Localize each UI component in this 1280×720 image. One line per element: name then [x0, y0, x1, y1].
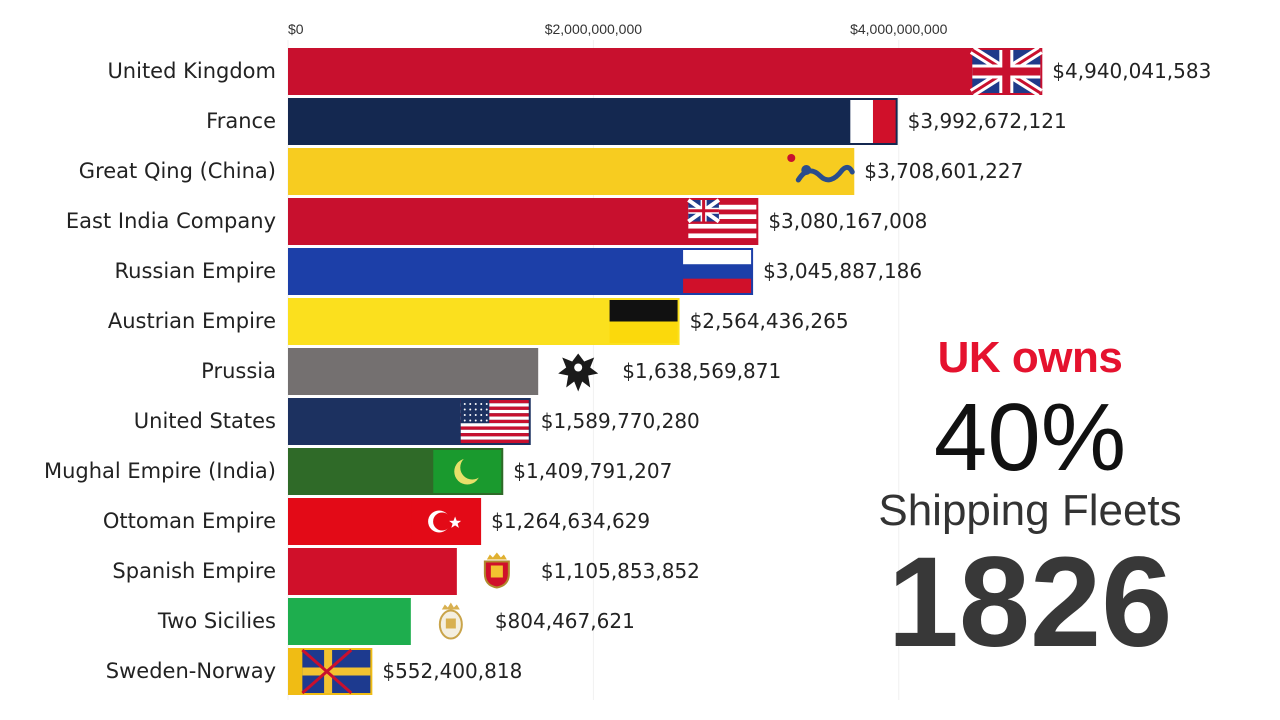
spanish-coat-of-arms-icon — [483, 552, 510, 589]
bar-11 — [288, 548, 457, 595]
category-label: Great Qing (China) — [79, 159, 276, 183]
us-flag-icon — [460, 400, 529, 443]
bar-2 — [288, 98, 898, 145]
category-label: Ottoman Empire — [103, 509, 276, 533]
russian-flag-icon — [683, 250, 752, 293]
qing-dragon-flag-icon — [784, 150, 855, 193]
category-label: Spanish Empire — [112, 559, 276, 583]
bar-7 — [288, 348, 539, 395]
category-label: Austrian Empire — [108, 309, 276, 333]
category-label: Mughal Empire (India) — [44, 459, 276, 483]
value-label: $3,708,601,227 — [864, 159, 1023, 183]
prussian-eagle-flag-icon — [558, 353, 599, 392]
value-label: $2,564,436,265 — [690, 309, 849, 333]
bar-1 — [288, 48, 1043, 95]
annotation-panel: UK owns 40% Shipping Fleets 1826 — [850, 330, 1210, 668]
east-india-company-flag-icon — [687, 198, 757, 243]
value-label: $804,467,621 — [495, 609, 635, 633]
austrian-flag-icon — [609, 300, 678, 343]
category-label: France — [206, 109, 276, 133]
category-label: Two Sicilies — [157, 609, 276, 633]
x-axis-ticks: $0 $2,000,000,000 $4,000,000,000 — [288, 21, 948, 37]
flags — [301, 46, 1043, 695]
french-tricolour-flag-icon — [827, 100, 896, 143]
bar-12 — [288, 598, 411, 645]
bar-3 — [288, 148, 855, 195]
value-label: $1,105,853,852 — [541, 559, 700, 583]
union-jack-flag-icon — [969, 46, 1043, 97]
bar-5 — [288, 248, 754, 295]
labels: United Kingdom $4,940,041,583 France $3,992… — [44, 59, 1211, 683]
headline: UK owns — [937, 333, 1123, 382]
share-percent: 40% — [933, 384, 1127, 491]
ottoman-crescent-flag-icon — [411, 500, 480, 543]
value-label: $4,940,041,583 — [1052, 59, 1211, 83]
value-label: $3,992,672,121 — [908, 109, 1067, 133]
value-label: $1,409,791,207 — [513, 459, 672, 483]
value-label: $552,400,818 — [382, 659, 522, 683]
category-label: Sweden-Norway — [106, 659, 276, 683]
year-label: 1826 — [887, 531, 1173, 674]
value-label: $1,264,634,629 — [491, 509, 650, 533]
x-tick-label: $4,000,000,000 — [850, 21, 948, 37]
subtitle: Shipping Fleets — [878, 486, 1182, 535]
bar-4 — [288, 198, 759, 245]
category-label: Prussia — [201, 359, 276, 383]
value-label: $1,638,569,871 — [622, 359, 781, 383]
x-tick-label: $0 — [288, 21, 304, 37]
category-label: Russian Empire — [114, 259, 276, 283]
category-label: United States — [134, 409, 276, 433]
category-label: East India Company — [66, 209, 276, 233]
category-label: United Kingdom — [107, 59, 276, 83]
value-label: $1,589,770,280 — [541, 409, 700, 433]
two-sicilies-arms-icon — [438, 602, 463, 640]
value-label: $3,080,167,008 — [768, 209, 927, 233]
value-label: $3,045,887,186 — [763, 259, 922, 283]
mughal-crescent-flag-icon — [433, 450, 502, 493]
sweden-norway-union-flag-icon — [301, 648, 371, 695]
x-tick-label: $2,000,000,000 — [545, 21, 643, 37]
